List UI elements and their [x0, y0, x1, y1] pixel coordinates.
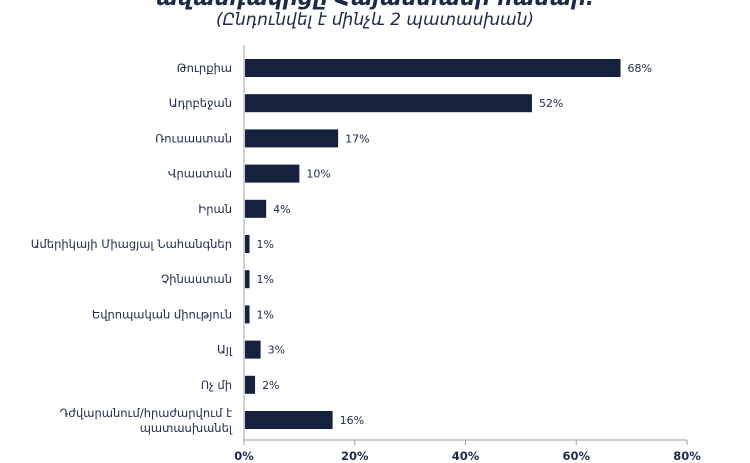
x-tick-label: 60% [562, 449, 590, 463]
category-label: Իրան [198, 202, 232, 216]
value-label: 2% [262, 379, 279, 392]
value-label: 16% [340, 414, 364, 427]
chart-subtitle: (Ընդունվել է մինչև 2 պատասխան) [215, 10, 535, 30]
category-label: Ամերիկայի Միացյալ Նահանգներ [31, 237, 232, 251]
bar [245, 164, 300, 183]
value-label: 17% [345, 132, 369, 145]
category-label: Այլ [217, 343, 233, 357]
bar [245, 305, 250, 324]
value-label: 52% [539, 97, 563, 110]
x-tick-label: 20% [341, 449, 369, 463]
value-label: 1% [257, 238, 274, 251]
bar [245, 235, 250, 253]
bar [245, 270, 250, 289]
chart-title: ավանդակիցը Հայաստանի համար: [0, 0, 750, 10]
bar [245, 59, 621, 77]
bar [245, 340, 261, 359]
category-label: Ադրբեջան [169, 96, 232, 110]
bar [245, 94, 532, 113]
category-label: Եվրոպական միություն [92, 307, 232, 321]
x-tick-label: 80% [673, 449, 701, 463]
value-label: 68% [628, 62, 652, 75]
value-label: 1% [257, 273, 274, 286]
category-label: Ռուսաստան [155, 131, 232, 145]
bar [245, 129, 339, 148]
category-label: Վրաստան [168, 167, 232, 181]
category-label: Դժվարանում/հրաժարվում է պատասխանել [60, 406, 233, 435]
x-tick-label: 0% [234, 449, 254, 463]
bar [245, 375, 256, 394]
x-tick-label: 40% [452, 449, 480, 463]
bar [245, 199, 267, 218]
value-label: 4% [273, 203, 290, 216]
value-label: 3% [268, 344, 285, 357]
category-label: Ոչ մի [201, 378, 232, 392]
category-label: Թուրքիա [177, 61, 232, 75]
category-label: Չինաստան [161, 272, 232, 286]
bar [245, 411, 333, 429]
value-label: 10% [306, 168, 330, 181]
value-label: 1% [257, 308, 274, 321]
